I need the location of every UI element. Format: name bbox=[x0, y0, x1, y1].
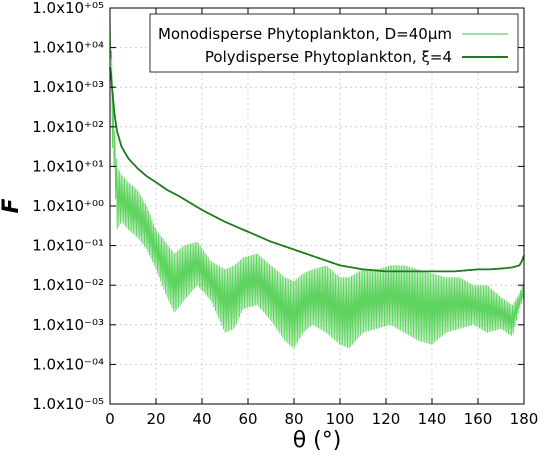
y-tick-label: 1.0x10⁺⁰⁰ bbox=[32, 197, 104, 215]
y-tick-label: 1.0x10⁺⁰¹ bbox=[32, 157, 104, 175]
x-tick-label: 180 bbox=[510, 410, 539, 428]
x-axis-title: θ (°) bbox=[293, 428, 342, 453]
y-tick-label: 1.0x10⁺⁰⁴ bbox=[32, 39, 104, 57]
x-tick-label: 80 bbox=[284, 410, 303, 428]
y-tick-label: 1.0x10⁻⁰¹ bbox=[32, 237, 104, 255]
x-tick-label: 0 bbox=[105, 410, 115, 428]
y-tick-label: 1.0x10⁺⁰² bbox=[32, 118, 104, 136]
y-tick-label: 1.0x10⁺⁰³ bbox=[32, 78, 104, 96]
axis-ticks: 0 20 40 60 80 100 120 140 160 180 1.0x10⁻⁰⁵ 1.0x10⁻… bbox=[32, 0, 538, 428]
y-tick-label: 1.0x10⁻⁰⁵ bbox=[32, 395, 104, 413]
x-tick-label: 140 bbox=[418, 410, 447, 428]
x-tick-label: 60 bbox=[238, 410, 257, 428]
x-tick-label: 160 bbox=[464, 410, 493, 428]
legend-box bbox=[149, 13, 519, 73]
y-tick-label: 1.0x10⁻⁰² bbox=[32, 276, 104, 294]
legend-label-polydisperse: Polydisperse Phytoplankton, ξ=4 bbox=[205, 48, 452, 66]
x-tick-label: 100 bbox=[326, 410, 355, 428]
legend: Monodisperse Phytoplankton, D=40μm Polyd… bbox=[149, 13, 519, 73]
series-polydisperse bbox=[109, 67, 525, 273]
y-tick-label: 1.0x10⁻⁰⁴ bbox=[32, 355, 104, 373]
x-tick-label: 20 bbox=[146, 410, 165, 428]
series-monodisperse bbox=[109, 11, 525, 349]
y-tick-label: 1.0x10⁺⁰⁵ bbox=[32, 0, 104, 17]
y-axis-title: F̃ bbox=[0, 198, 24, 213]
legend-label-monodisperse: Monodisperse Phytoplankton, D=40μm bbox=[158, 25, 452, 43]
x-tick-label: 40 bbox=[192, 410, 211, 428]
y-tick-label: 1.0x10⁻⁰³ bbox=[32, 316, 104, 334]
series-layer bbox=[109, 11, 525, 349]
x-tick-label: 120 bbox=[372, 410, 401, 428]
